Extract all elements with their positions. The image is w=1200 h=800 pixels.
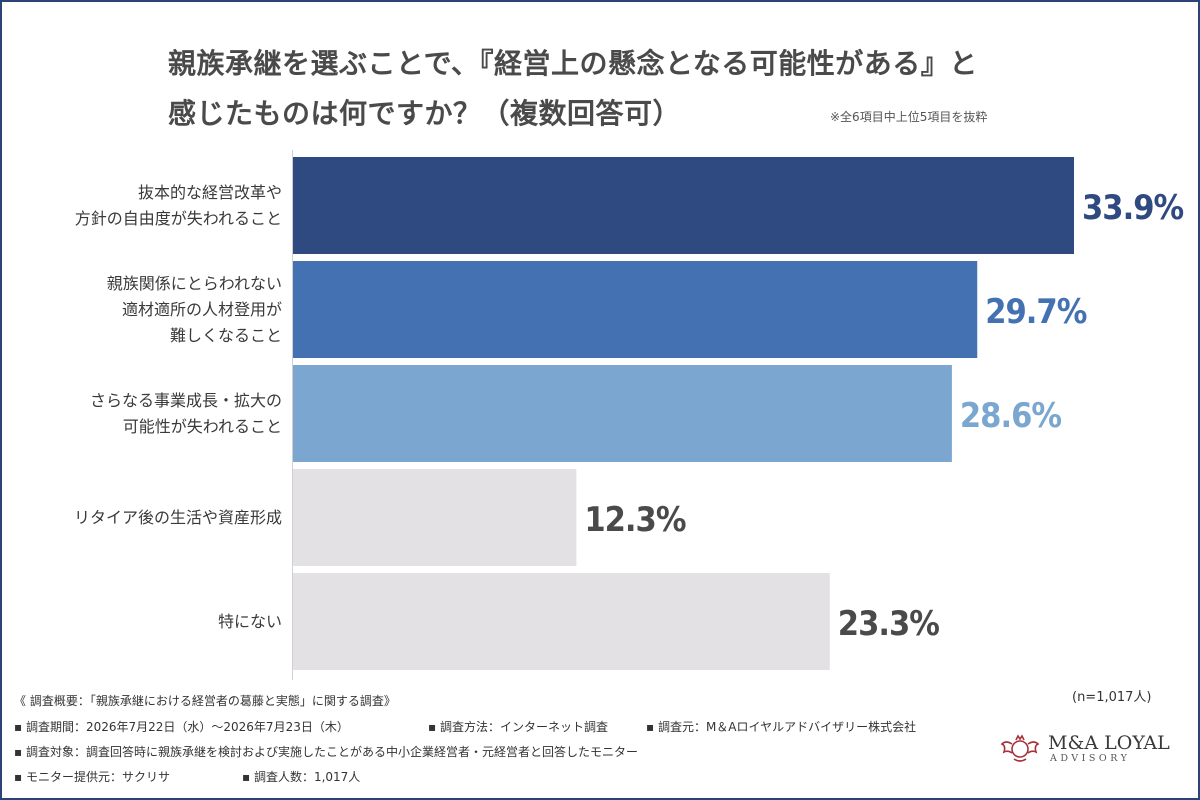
footer-respondent-count: ▪ 調査人数：1,017人 <box>242 770 361 784</box>
sample-size-label: (n=1,017人) <box>1072 690 1152 705</box>
company-logo: M&A LOYAL ADVISORY <box>998 728 1178 768</box>
value-label-4: 12.3% <box>584 499 686 540</box>
footer-survey-source: ▪ 調査元：M＆Aロイヤルアドバイザリー株式会社 <box>646 720 917 734</box>
value-label-2: 29.7% <box>985 291 1087 332</box>
footer-survey-period: ▪ 調査期間：2026年7月22日（水）〜2026年7月23日（木） <box>14 720 349 734</box>
crest-icon <box>1000 734 1040 762</box>
logo-name: M&A LOYAL <box>1048 732 1170 754</box>
bar-2 <box>293 261 978 358</box>
footer-survey-method: ▪ 調査方法：インターネット調査 <box>428 720 608 734</box>
category-axis-line <box>292 150 293 680</box>
category-label-3: さらなる事業成長・拡大の 可能性が失われること <box>89 390 282 436</box>
bar-5 <box>293 573 830 670</box>
category-label-2: 親族関係にとらわれない 適材適所の人材登用が 難しくなること <box>106 273 282 345</box>
category-label-5: 特にない <box>217 611 282 631</box>
value-label-1: 33.9% <box>1082 187 1184 228</box>
category-label-1: 抜本的な経営改革や 方針の自由度が失われること <box>74 182 282 228</box>
chart-note: ※全6項目中上位5項目を抜粋 <box>830 110 988 124</box>
bar-3 <box>293 365 952 462</box>
logo-subtitle: ADVISORY <box>1050 753 1131 764</box>
footer-monitor-provider: ▪ モニター提供元：サクリサ <box>14 770 170 784</box>
bar-4 <box>293 469 577 566</box>
category-label-4: リタイア後の生活や資産形成 <box>73 507 282 527</box>
value-label-3: 28.6% <box>959 395 1062 436</box>
chart-title-line-2: 感じたものは何ですか？（複数回答可） <box>168 97 682 130</box>
bar-1 <box>293 157 1074 254</box>
chart-title-line-1: 親族承継を選ぶことで、『経営上の懸念となる可能性がある』と <box>168 47 978 80</box>
footer-survey-overview: 《 調査概要：「親族承継における経営者の葛藤と実態」に関する調査》 <box>14 694 396 708</box>
footer-survey-target: ▪ 調査対象：調査回答時に親族承継を検討および実施したことがある中小企業経営者・… <box>14 745 638 759</box>
value-label-5: 23.3% <box>837 603 940 644</box>
